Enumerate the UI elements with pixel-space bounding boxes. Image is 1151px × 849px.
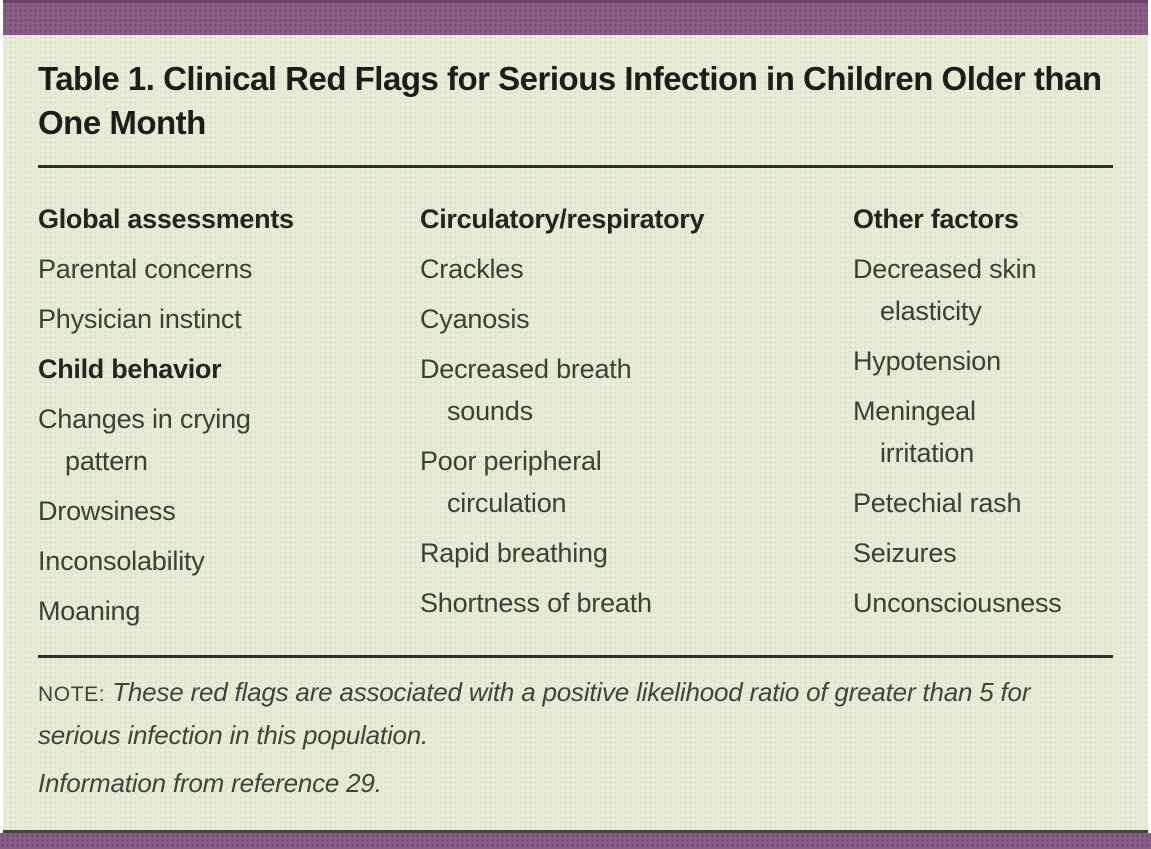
table-cell: Moaning [38,596,141,626]
column-subheader: Child behavior [38,354,222,384]
source-line: Information from reference 29. [38,768,382,798]
table-cell: Decreased breath sounds [420,354,632,426]
note-text: These red flags are associated with a po… [38,677,1031,750]
bottom-accent-bar [0,833,1151,849]
table-cell: Physician instinct [38,304,242,334]
table-cell: Shortness of breath [420,588,652,618]
table-cell: Crackles [420,254,524,284]
table-panel: Table 1. Clinical Red Flags for Serious … [3,35,1148,830]
table-cell: Cyanosis [420,304,530,334]
divider-bottom [38,655,1113,658]
table-title: Table 1. Clinical Red Flags for Serious … [38,60,1102,141]
table-columns: Global assessments Parental concerns Physi… [3,198,1148,640]
column-circulatory-respiratory: Circulatory/respiratory Crackles Cyanosis D… [420,198,853,640]
table-cell: Unconsciousness [853,588,1062,618]
table-cell: Changes in crying pattern [38,404,251,476]
table-cell: Drowsiness [38,496,176,526]
table-cell: Inconsolability [38,546,205,576]
table-cell: Rapid breathing [420,538,608,568]
table-cell: Parental concerns [38,254,253,284]
column-header: Global assessments [38,204,294,234]
table-cell: Poor peripheral circulation [420,446,602,518]
column-header: Circulatory/respiratory [420,204,705,234]
table-cell: Decreased skin elasticity [853,254,1037,326]
table-cell: Meningeal irritation [853,396,976,468]
column-global-assessments: Global assessments Parental concerns Physi… [38,198,420,640]
table-note: NOTE: These red flags are associated wit… [38,672,1113,755]
table-cell: Seizures [853,538,957,568]
table-cell: Petechial rash [853,488,1022,518]
note-label: NOTE: [38,683,106,706]
column-other-factors: Other factors Decreased skin elasticity Hy… [853,198,1113,640]
top-accent-bar [3,0,1148,35]
column-header: Other factors [853,204,1019,234]
bottom-rule [3,830,1148,833]
table-cell: Hypotension [853,346,1001,376]
divider-top [38,165,1113,168]
